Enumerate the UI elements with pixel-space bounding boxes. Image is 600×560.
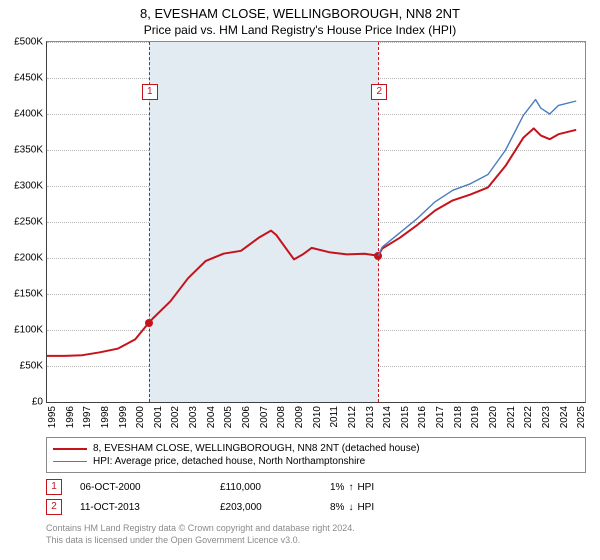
xtick-label: 2014 (382, 406, 393, 428)
xtick-label: 2013 (365, 406, 376, 428)
xtick-label: 2020 (488, 406, 499, 428)
xtick-label: 2023 (541, 406, 552, 428)
xtick-label: 1995 (47, 406, 58, 428)
sale-delta-pct: 1% (330, 482, 344, 493)
page-title: 8, EVESHAM CLOSE, WELLINGBOROUGH, NN8 2N… (0, 0, 600, 21)
xtick-label: 2001 (153, 406, 164, 428)
xtick-label: 2021 (506, 406, 517, 428)
sale-row: 2 11-OCT-2013£203,0008% ↓ HPI (46, 497, 586, 517)
xtick-label: 2018 (453, 406, 464, 428)
ytick-label: £0 (32, 397, 43, 408)
legend-row: HPI: Average price, detached house, Nort… (53, 455, 579, 468)
sale-tag: 1 (46, 479, 62, 495)
xtick-label: 2011 (329, 406, 340, 428)
legend-label: HPI: Average price, detached house, Nort… (93, 456, 365, 467)
sale-delta: 8% ↓ HPI (330, 502, 374, 513)
footer: Contains HM Land Registry data © Crown c… (46, 523, 586, 546)
xtick-label: 2005 (223, 406, 234, 428)
xtick-label: 2004 (206, 406, 217, 428)
xtick-label: 2019 (470, 406, 481, 428)
ytick-label: £450K (14, 73, 43, 84)
sale-delta: 1% ↑ HPI (330, 482, 374, 493)
sale-delta-label: HPI (357, 502, 374, 513)
sales-table: 1 06-OCT-2000£110,0001% ↑ HPI 2 11-OCT-2013£2… (46, 477, 586, 517)
xtick-label: 2002 (170, 406, 181, 428)
footer-line: This data is licensed under the Open Gov… (46, 535, 586, 547)
xtick-label: 1998 (100, 406, 111, 428)
sale-date: 06-OCT-2000 (80, 482, 220, 493)
xtick-label: 2022 (523, 406, 534, 428)
legend-swatch (53, 461, 87, 462)
xtick-label: 1997 (82, 406, 93, 428)
arrow-down-icon: ↓ (348, 502, 353, 513)
ytick-label: £50K (20, 361, 43, 372)
sale-row: 1 06-OCT-2000£110,0001% ↑ HPI (46, 477, 586, 497)
xtick-label: 2007 (259, 406, 270, 428)
xtick-label: 2009 (294, 406, 305, 428)
xtick-label: 2003 (188, 406, 199, 428)
xtick-label: 2012 (347, 406, 358, 428)
sale-date: 11-OCT-2013 (80, 502, 220, 513)
xtick-label: 2025 (576, 406, 587, 428)
footer-line: Contains HM Land Registry data © Crown c… (46, 523, 586, 535)
legend-row: 8, EVESHAM CLOSE, WELLINGBOROUGH, NN8 2N… (53, 442, 579, 455)
chart-lines (47, 42, 585, 402)
ytick-label: £400K (14, 109, 43, 120)
xtick-label: 2006 (241, 406, 252, 428)
ytick-label: £300K (14, 181, 43, 192)
legend: 8, EVESHAM CLOSE, WELLINGBOROUGH, NN8 2N… (46, 437, 586, 473)
ytick-label: £250K (14, 217, 43, 228)
ytick-label: £100K (14, 325, 43, 336)
ytick-label: £500K (14, 37, 43, 48)
xtick-label: 2010 (312, 406, 323, 428)
sale-tag: 2 (46, 499, 62, 515)
legend-swatch (53, 448, 87, 450)
legend-label: 8, EVESHAM CLOSE, WELLINGBOROUGH, NN8 2N… (93, 443, 420, 454)
ytick-label: £200K (14, 253, 43, 264)
page-subtitle: Price paid vs. HM Land Registry's House … (0, 21, 600, 41)
sale-price: £203,000 (220, 502, 330, 513)
xtick-label: 1999 (118, 406, 129, 428)
sale-delta-label: HPI (357, 482, 374, 493)
ytick-label: £150K (14, 289, 43, 300)
xtick-label: 1996 (65, 406, 76, 428)
sale-delta-pct: 8% (330, 502, 344, 513)
sale-price: £110,000 (220, 482, 330, 493)
xtick-label: 2016 (417, 406, 428, 428)
arrow-up-icon: ↑ (348, 482, 353, 493)
ytick-label: £350K (14, 145, 43, 156)
xtick-label: 2017 (435, 406, 446, 428)
price-chart: £0£50K£100K£150K£200K£250K£300K£350K£400… (46, 41, 586, 403)
xtick-label: 2024 (559, 406, 570, 428)
xtick-label: 2015 (400, 406, 411, 428)
xtick-label: 2008 (276, 406, 287, 428)
xtick-label: 2000 (135, 406, 146, 428)
